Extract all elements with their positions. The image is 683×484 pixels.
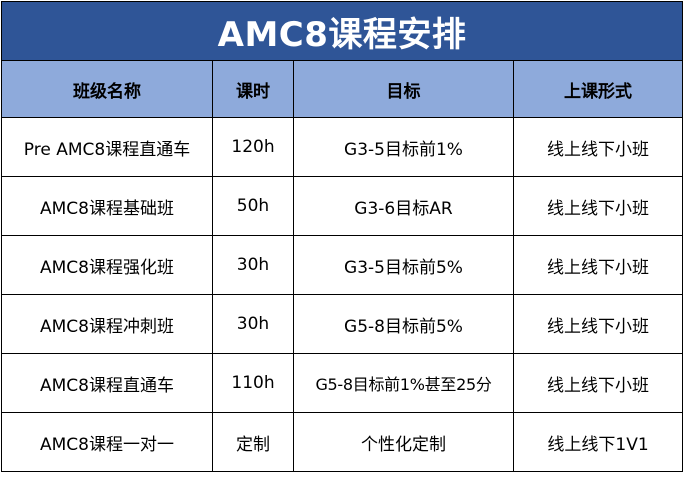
cell-format: 线上线下小班 bbox=[512, 294, 683, 354]
cell-format: 线上线下小班 bbox=[512, 235, 683, 295]
header-class-name: 班级名称 bbox=[1, 60, 213, 118]
course-schedule-table: AMC8课程安排 班级名称 课时 目标 上课形式 Pre AMC8课程直通车 1… bbox=[0, 1, 683, 472]
header-goal: 目标 bbox=[293, 60, 514, 118]
cell-goal: G3-6目标AR bbox=[293, 176, 514, 236]
cell-class-name: AMC8课程一对一 bbox=[1, 412, 213, 472]
table-title: AMC8课程安排 bbox=[0, 1, 683, 61]
cell-goal: G3-5目标前1% bbox=[293, 117, 514, 177]
table-row: AMC8课程强化班 30h G3-5目标前5% 线上线下小班 bbox=[1, 235, 683, 295]
cell-class-name: AMC8课程强化班 bbox=[1, 235, 213, 295]
cell-class-name: AMC8课程直通车 bbox=[1, 353, 213, 413]
cell-format: 线上线下小班 bbox=[512, 176, 683, 236]
cell-class-name: AMC8课程冲刺班 bbox=[1, 294, 213, 354]
cell-class-name: AMC8课程基础班 bbox=[1, 176, 213, 236]
cell-class-name: Pre AMC8课程直通车 bbox=[1, 117, 213, 177]
header-hours: 课时 bbox=[212, 60, 294, 118]
cell-hours: 50h bbox=[212, 176, 294, 236]
title-row: AMC8课程安排 bbox=[0, 1, 683, 61]
cell-goal: G5-8目标前5% bbox=[293, 294, 514, 354]
cell-hours: 定制 bbox=[212, 412, 294, 472]
table-row: AMC8课程一对一 定制 个性化定制 线上线下1V1 bbox=[1, 412, 683, 472]
cell-goal: 个性化定制 bbox=[293, 412, 514, 472]
cell-goal: G5-8目标前1%甚至25分 bbox=[293, 353, 514, 413]
cell-hours: 30h bbox=[212, 235, 294, 295]
table-row: AMC8课程基础班 50h G3-6目标AR 线上线下小班 bbox=[1, 176, 683, 236]
cell-hours: 110h bbox=[212, 353, 294, 413]
cell-hours: 120h bbox=[212, 117, 294, 177]
cell-hours: 30h bbox=[212, 294, 294, 354]
cell-format: 线上线下1V1 bbox=[512, 412, 683, 472]
cell-goal: G3-5目标前5% bbox=[293, 235, 514, 295]
table-row: AMC8课程冲刺班 30h G5-8目标前5% 线上线下小班 bbox=[1, 294, 683, 354]
cell-format: 线上线下小班 bbox=[512, 117, 683, 177]
cell-format: 线上线下小班 bbox=[512, 353, 683, 413]
header-format: 上课形式 bbox=[512, 60, 683, 118]
table-row: Pre AMC8课程直通车 120h G3-5目标前1% 线上线下小班 bbox=[1, 117, 683, 177]
header-row: 班级名称 课时 目标 上课形式 bbox=[1, 60, 683, 118]
table-row: AMC8课程直通车 110h G5-8目标前1%甚至25分 线上线下小班 bbox=[1, 353, 683, 413]
